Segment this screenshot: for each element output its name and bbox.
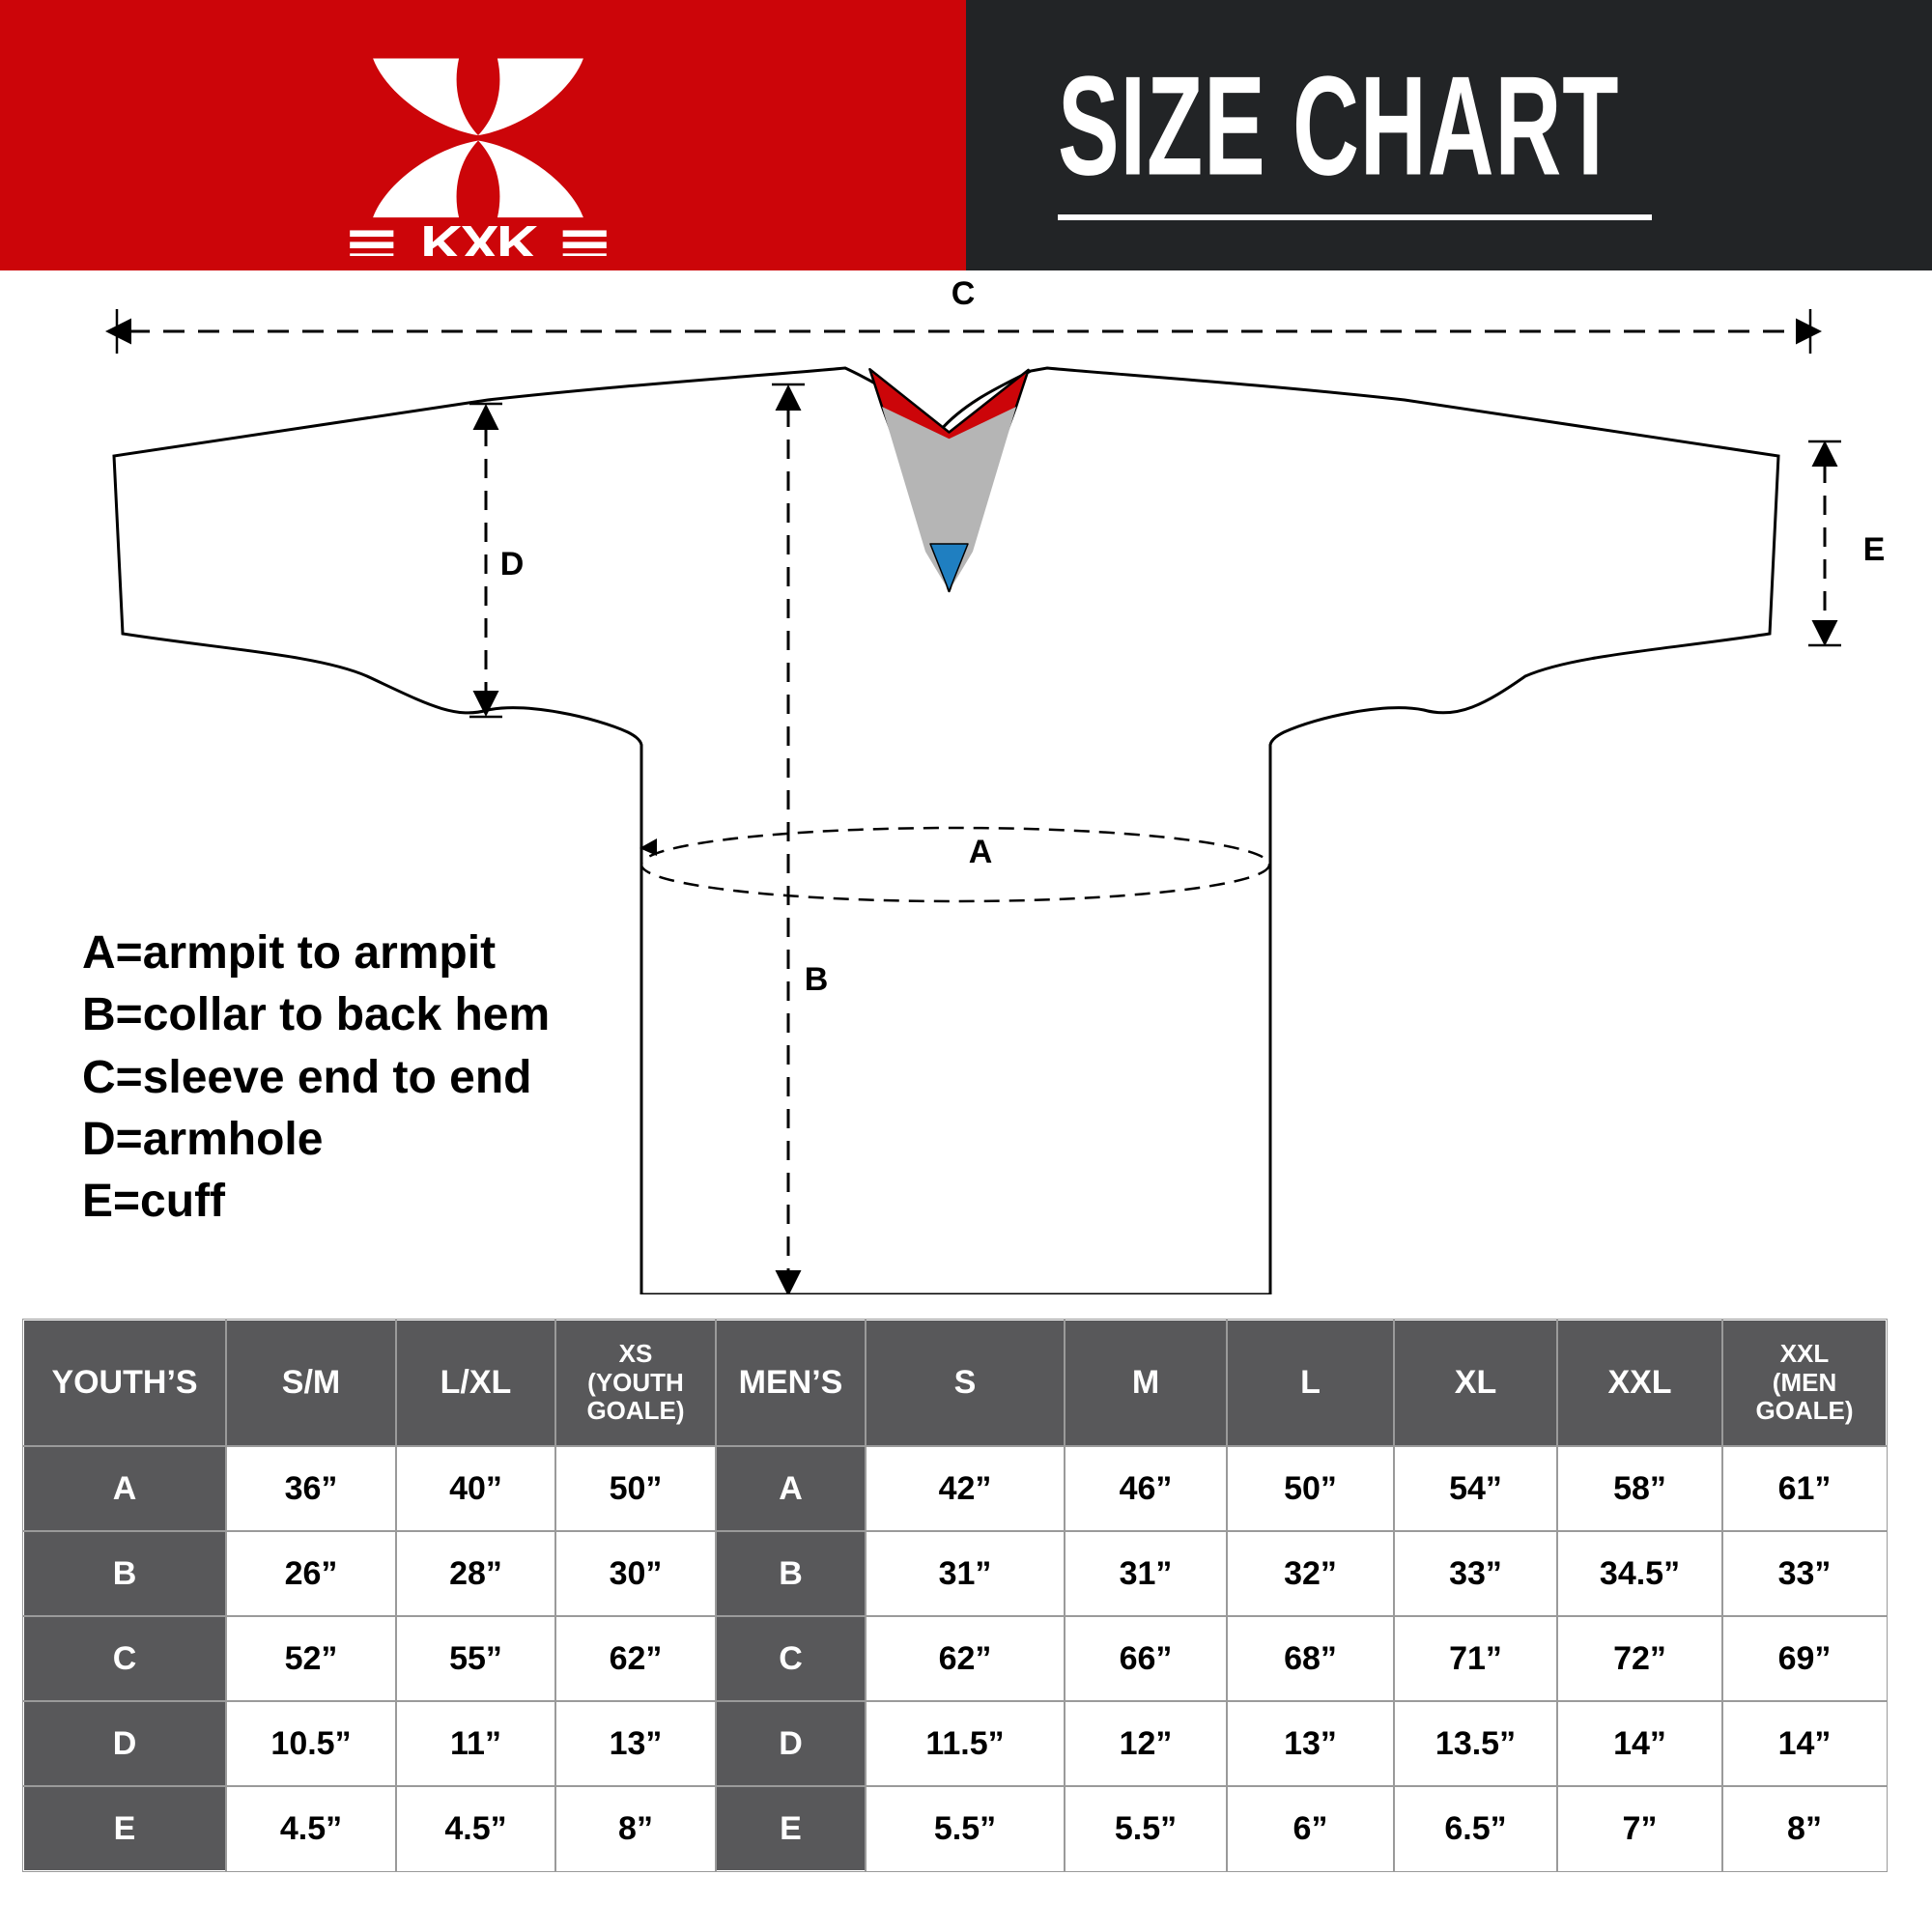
svg-text:A: A (969, 834, 993, 870)
svg-text:C: C (952, 275, 976, 312)
svg-text:D: D (500, 546, 525, 582)
svg-text:KXK: KXK (420, 215, 538, 256)
svg-text:B: B (805, 961, 829, 998)
svg-text:E: E (1863, 531, 1886, 568)
